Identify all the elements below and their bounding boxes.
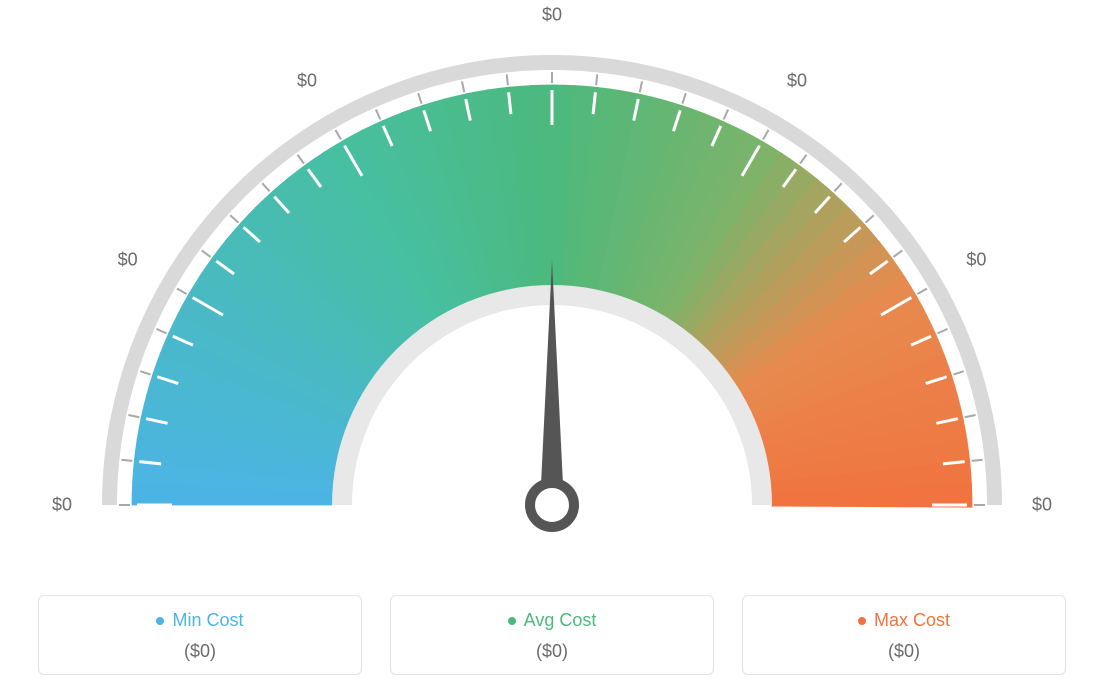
legend-label-avg: Avg Cost	[524, 610, 597, 631]
cost-gauge-infographic: $0 $0 $0 $0 $0 $0 $0 Min Cost ($0) Avg Cost ($…	[0, 0, 1104, 690]
gauge-scale-label: $0	[1032, 495, 1052, 516]
legend-card-avg: Avg Cost ($0)	[390, 595, 714, 675]
gauge-scale-label: $0	[542, 5, 562, 26]
legend-dot-avg	[508, 617, 516, 625]
gauge-scale-label: $0	[118, 250, 138, 271]
legend-label-max: Max Cost	[874, 610, 950, 631]
gauge-scale-label: $0	[52, 495, 72, 516]
legend-row: Min Cost ($0) Avg Cost ($0) Max Cost ($0…	[38, 595, 1066, 675]
legend-value-max: ($0)	[753, 641, 1055, 662]
legend-card-max: Max Cost ($0)	[742, 595, 1066, 675]
legend-label-row: Min Cost	[49, 610, 351, 631]
gauge-scale-label: $0	[966, 250, 986, 271]
legend-dot-min	[156, 617, 164, 625]
gauge-scale-label: $0	[787, 70, 807, 91]
legend-label-row: Avg Cost	[401, 610, 703, 631]
legend-value-avg: ($0)	[401, 641, 703, 662]
legend-label-row: Max Cost	[753, 610, 1055, 631]
legend-dot-max	[858, 617, 866, 625]
legend-label-min: Min Cost	[172, 610, 243, 631]
legend-value-min: ($0)	[49, 641, 351, 662]
gauge-chart	[0, 0, 1104, 560]
gauge-svg	[0, 0, 1104, 560]
gauge-scale-label: $0	[297, 70, 317, 91]
legend-card-min: Min Cost ($0)	[38, 595, 362, 675]
